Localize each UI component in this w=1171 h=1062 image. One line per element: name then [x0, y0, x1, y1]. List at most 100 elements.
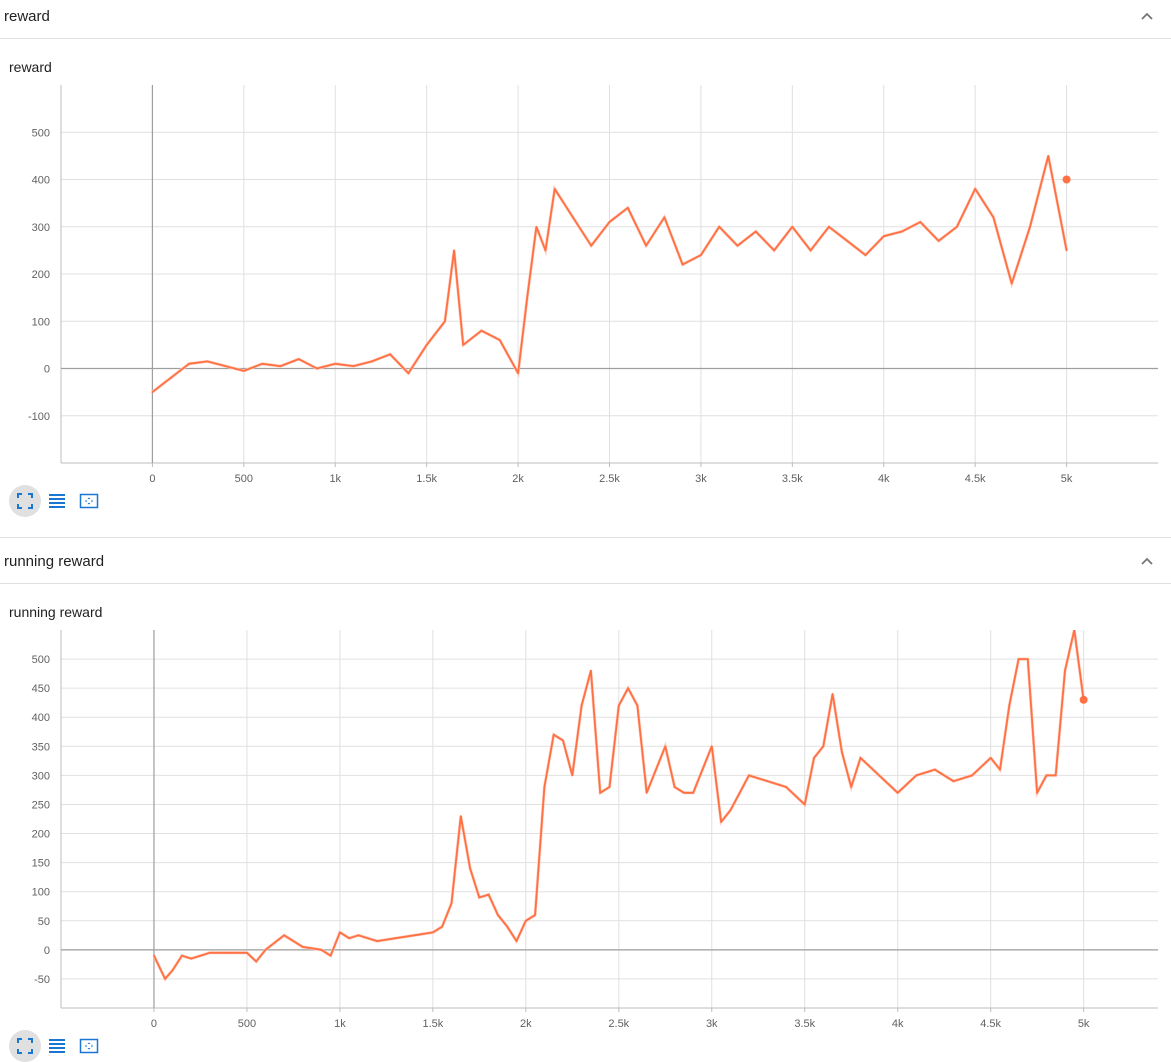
data-point [297, 358, 300, 360]
data-point [1064, 669, 1066, 672]
x-tick-label: 4.5k [980, 1018, 1001, 1030]
data-point [933, 768, 936, 771]
data-point [370, 360, 373, 363]
data-point [206, 360, 209, 363]
data-point [850, 786, 853, 788]
data-point [1010, 282, 1013, 285]
data-point [376, 940, 378, 943]
section-header-running-reward[interactable]: running reward [0, 545, 1171, 584]
data-point [785, 786, 788, 788]
x-tick-label: 2.5k [608, 1018, 629, 1030]
chevron-up-icon[interactable] [1137, 6, 1157, 26]
y-tick-label: 0 [44, 945, 50, 957]
x-tick-label: 1k [334, 1018, 346, 1030]
data-point [264, 948, 267, 951]
series-line[interactable] [151, 155, 1068, 393]
section-header-reward[interactable]: reward [0, 0, 1171, 39]
fit-domain-icon[interactable] [9, 485, 41, 517]
data-point [334, 362, 337, 365]
data-point [1036, 791, 1039, 794]
x-tick-label: 3k [706, 1018, 718, 1030]
x-tick-label: 1.5k [422, 1018, 443, 1030]
data-point [937, 240, 940, 242]
data-point [617, 704, 620, 707]
data-point [515, 940, 518, 943]
data-point [878, 774, 881, 777]
data-point [710, 745, 713, 748]
data-point [882, 235, 885, 238]
data-point [859, 757, 862, 759]
reward-chart[interactable]: 0 500 1k 1.5k 2k 2.5k 3k 3.5k 4k 4.5k 5k -100 0 100 20… [0, 80, 1171, 490]
data-point [497, 914, 499, 916]
data-point [407, 372, 410, 375]
data-point [955, 225, 958, 228]
x-tick-label: 3.5k [782, 473, 803, 485]
fit-domain-icon[interactable] [9, 1030, 41, 1062]
data-point [971, 774, 973, 777]
data-point [692, 791, 695, 794]
data-point [682, 791, 685, 794]
y-tick-label: 300 [32, 770, 50, 782]
data-point [329, 954, 332, 957]
data-point [1026, 658, 1029, 660]
data-point [999, 768, 1001, 771]
data-point [469, 867, 471, 870]
data-point [208, 951, 211, 954]
zoom-fit-icon[interactable] [73, 485, 105, 517]
data-point [1008, 704, 1011, 707]
data-point [352, 365, 355, 368]
data-point [831, 693, 834, 695]
data-point [901, 230, 903, 233]
data-point [242, 369, 245, 372]
chevron-up-icon[interactable] [1137, 551, 1157, 571]
data-point [754, 230, 757, 233]
section-title: reward [4, 8, 50, 25]
y-tick-label: 200 [32, 829, 50, 841]
data-point [425, 343, 428, 346]
data-point [952, 780, 955, 783]
data-point [773, 249, 775, 252]
data-point [526, 296, 529, 299]
data-point [580, 704, 583, 707]
x-tick-label: 5k [1061, 473, 1073, 485]
data-point [283, 934, 286, 937]
y-tick-label: 100 [32, 887, 50, 899]
last-value-marker[interactable] [1079, 695, 1088, 704]
data-point [919, 221, 922, 223]
toggle-log-scale-icon[interactable] [41, 485, 73, 517]
data-point [462, 343, 465, 346]
data-point [572, 216, 574, 219]
data-point [498, 339, 501, 342]
data-point [846, 240, 849, 242]
last-value-marker[interactable] [1062, 175, 1071, 184]
y-tick-label: 500 [32, 127, 50, 139]
data-point [394, 937, 397, 940]
data-point [534, 914, 537, 916]
data-point [413, 934, 416, 937]
data-point [896, 791, 899, 794]
data-point [279, 365, 282, 368]
data-point [164, 978, 167, 980]
data-point [766, 780, 769, 783]
data-point [389, 353, 391, 356]
y-tick-label: 200 [32, 269, 50, 281]
data-point [645, 791, 648, 794]
data-point [590, 244, 593, 247]
x-tick-label: 2k [512, 473, 524, 485]
data-point [188, 362, 190, 365]
data-point [320, 948, 323, 951]
data-point [626, 206, 629, 209]
data-point [224, 365, 227, 368]
data-point [480, 329, 483, 332]
y-tick-label: 400 [32, 175, 50, 187]
y-tick-label: 50 [38, 916, 50, 928]
data-point [1054, 774, 1057, 777]
data-point [487, 893, 490, 896]
zoom-fit-icon[interactable] [73, 1030, 105, 1062]
data-point [736, 244, 739, 247]
toggle-log-scale-icon[interactable] [41, 1030, 73, 1062]
running-reward-chart[interactable]: 0 500 1k 1.5k 2k 2.5k 3k 3.5k 4k 4.5k 5k -50 0 50 100 1… [0, 625, 1171, 1030]
data-point [720, 821, 722, 823]
data-point [718, 225, 721, 228]
data-point [553, 188, 556, 190]
